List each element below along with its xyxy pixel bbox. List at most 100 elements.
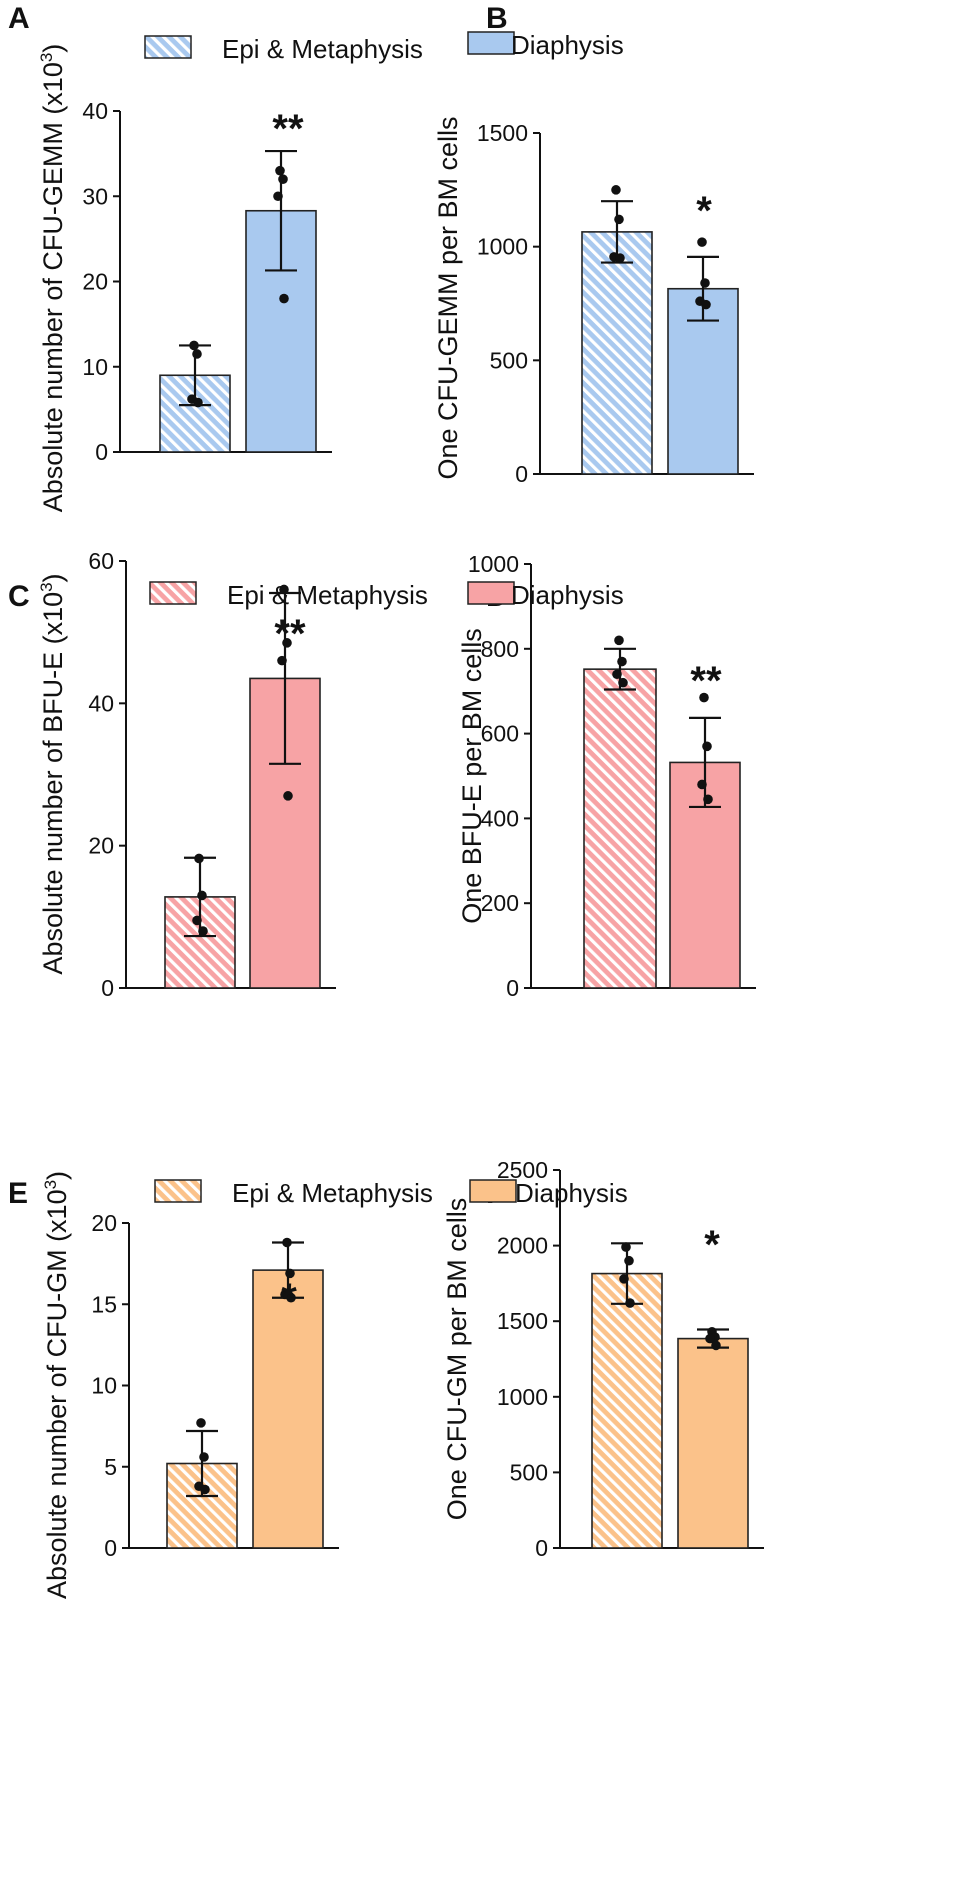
data-point (614, 214, 624, 225)
data-point (611, 185, 621, 195)
legend-swatch (467, 581, 515, 605)
data-point (283, 791, 293, 801)
legend-swatch (467, 31, 515, 55)
panel-c: C Epi & Metaphysis 0 20 40 60 Absolute number … (8, 548, 428, 1001)
y-tick-label: 10 (91, 1373, 117, 1399)
y-tick-label: 10 (82, 354, 108, 380)
y-axis-label: One CFU-GEMM per BM cells (433, 116, 463, 479)
data-point (621, 1242, 631, 1252)
data-point (711, 1340, 721, 1351)
data-point (697, 237, 707, 247)
legend-label: Diaphysis (515, 1178, 628, 1208)
y-tick-label: 2000 (497, 1233, 548, 1259)
data-point (193, 397, 203, 408)
data-point (619, 1274, 629, 1284)
y-tick-label: 20 (82, 269, 108, 295)
legend: Epi & Metaphysis (154, 1178, 433, 1208)
legend-swatch (149, 581, 197, 605)
data-point (197, 890, 207, 901)
y-axis-label: Absolute number of CFU-GEMM (x103) (37, 44, 68, 513)
bar-diaphysis (245, 209, 317, 453)
y-tick-label: 0 (515, 461, 528, 487)
panel-e: E Epi & Metaphysis 0 5 10 15 20 Absolute number… (8, 1171, 433, 1599)
data-point (192, 915, 202, 926)
data-point (282, 638, 292, 648)
y-tick-label: 600 (481, 721, 519, 747)
data-point (699, 692, 709, 703)
data-point (617, 656, 627, 667)
data-point (198, 926, 208, 936)
data-point (705, 1333, 715, 1344)
significance-marker: * (696, 189, 712, 233)
y-tick-label: 0 (104, 1535, 117, 1561)
y-axis-label: One BFU-E per BM cells (457, 628, 487, 924)
bar-diaphysis (252, 1269, 324, 1549)
data-point (282, 1237, 292, 1248)
y-tick-label: 60 (88, 548, 114, 574)
y-tick-label: 1000 (497, 1384, 548, 1410)
panel-a: A Epi & Metaphysis 0 10 20 30 40 Absolute numbe… (8, 2, 423, 512)
y-axis-label: Absolute number of BFU-E (x103) (37, 573, 68, 974)
legend-swatch (154, 1179, 202, 1203)
y-tick-label: 2500 (497, 1157, 548, 1183)
data-point (275, 165, 285, 176)
y-tick-label: 15 (91, 1291, 117, 1317)
y-tick-label: 0 (101, 975, 114, 1001)
y-tick-label: 1500 (497, 1308, 548, 1334)
data-point (697, 779, 707, 790)
data-point (279, 293, 289, 304)
data-point (196, 1418, 206, 1428)
panel-d: DDiaphysis02004006008001000One BFU-E per… (457, 551, 756, 1001)
data-point (701, 299, 711, 310)
significance-marker: ** (272, 107, 304, 151)
data-point (286, 1292, 296, 1303)
data-point (194, 853, 204, 864)
y-tick-label: 1500 (477, 120, 528, 146)
y-tick-label: 500 (490, 347, 528, 373)
bar-diaphysis (677, 1337, 749, 1549)
significance-marker: * (704, 1223, 720, 1267)
y-tick-label: 0 (535, 1535, 548, 1561)
y-tick-label: 5 (104, 1454, 117, 1480)
data-point (618, 677, 628, 688)
data-point (703, 794, 713, 805)
y-axis-label: One CFU-GM per BM cells (442, 1198, 472, 1521)
y-tick-label: 20 (91, 1210, 117, 1236)
data-point (624, 1255, 634, 1266)
data-point (279, 584, 289, 595)
y-tick-label: 400 (481, 805, 519, 831)
y-axis-label: Absolute number of CFU-GM (x103) (41, 1171, 72, 1599)
bar-epi-metaphysis (581, 231, 653, 475)
data-point (285, 1268, 295, 1279)
y-tick-label: 1000 (468, 551, 519, 577)
legend-swatch (144, 35, 192, 59)
bar-epi-metaphysis (591, 1272, 663, 1549)
significance-marker: * (281, 1276, 297, 1320)
panel-f: FDiaphysis05001000150020002500One CFU-GM… (442, 1157, 764, 1561)
legend-swatch (469, 1179, 517, 1203)
data-point (614, 635, 624, 646)
data-point (700, 278, 710, 288)
legend: Epi & Metaphysis (149, 580, 428, 610)
y-tick-label: 40 (82, 98, 108, 124)
significance-marker: ** (690, 659, 722, 703)
y-tick-label: 30 (82, 183, 108, 209)
data-point (612, 669, 622, 680)
data-point (702, 741, 712, 752)
data-point (277, 655, 287, 666)
y-tick-label: 40 (88, 690, 114, 716)
data-point (273, 191, 283, 202)
legend-label: Epi & Metaphysis (222, 34, 423, 64)
legend: Epi & Metaphysis (144, 34, 423, 64)
data-point (278, 174, 288, 184)
data-point (200, 1484, 210, 1495)
data-point (625, 1298, 635, 1308)
data-point (199, 1452, 209, 1462)
y-tick-label: 0 (95, 439, 108, 465)
data-point (192, 349, 202, 359)
legend-label: Epi & Metaphysis (232, 1178, 433, 1208)
legend: Diaphysis (467, 580, 624, 610)
panel-letter: B (486, 2, 508, 35)
